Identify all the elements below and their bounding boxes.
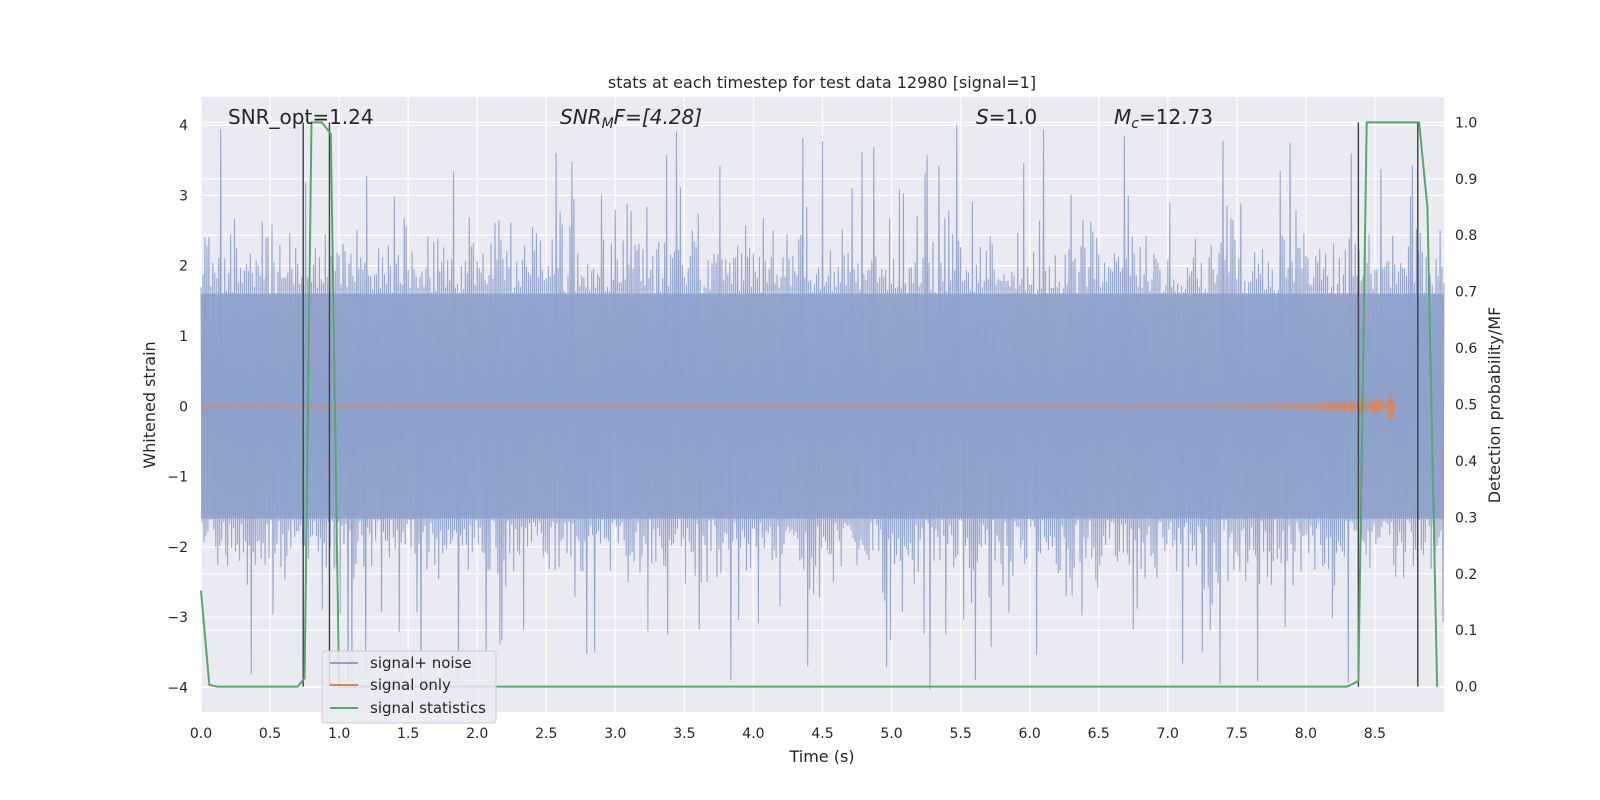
right-y-tick-label: 0.1 — [1455, 623, 1477, 639]
vertical-markers — [302, 122, 1419, 687]
annotation-mc-sub: c — [1131, 116, 1139, 132]
annotation-mc-rest: =12.73 — [1139, 105, 1213, 129]
x-tick-label: 8.0 — [1295, 726, 1317, 742]
annotation-snr-mf-sub: M — [602, 116, 614, 132]
left-y-tick-label: 1 — [179, 329, 188, 345]
legend-box — [321, 650, 497, 724]
x-tick-label: 6.5 — [1088, 726, 1110, 742]
x-tick-label: 7.5 — [1226, 726, 1248, 742]
annotation-snr-mf: SNRMF=[4.28] — [560, 105, 702, 132]
annotation-snr-mf-main: SNR — [560, 105, 602, 129]
x-tick-label: 5.0 — [880, 726, 902, 742]
right-y-tick-label: 0.0 — [1455, 680, 1477, 696]
annotation-s: S=1.0 — [976, 105, 1037, 129]
annotation-s-rest: =1.0 — [989, 105, 1038, 129]
annotation-mc: Mc=12.73 — [1114, 105, 1213, 132]
right-y-tick-label: 0.5 — [1455, 398, 1477, 414]
x-tick-label: 7.0 — [1157, 726, 1179, 742]
legend-label-signal-only: signal only — [370, 676, 451, 694]
x-tick-label: 4.5 — [811, 726, 833, 742]
left-y-axis-label: Whitened strain — [140, 341, 159, 468]
x-tick-label: 0.0 — [190, 726, 212, 742]
annotation-s-main: S — [976, 105, 989, 129]
chart-title: stats at each timestep for test data 129… — [608, 73, 1036, 92]
left-y-tick-label: 4 — [179, 118, 188, 134]
right-y-tick-label: 0.3 — [1455, 510, 1477, 526]
right-y-tick-label: 0.4 — [1455, 454, 1477, 470]
left-y-tick-labels: −4 −3 −2 −1 0 1 2 3 4 — [167, 118, 188, 696]
right-y-axis-label: Detection probability/MF — [1485, 307, 1504, 504]
right-y-tick-label: 1.0 — [1455, 115, 1477, 131]
x-tick-label: 2.5 — [535, 726, 557, 742]
right-y-tick-label: 0.6 — [1455, 341, 1477, 357]
legend-label-signal-noise: signal+ noise — [370, 654, 472, 672]
x-tick-label: 5.5 — [949, 726, 971, 742]
x-tick-label: 6.0 — [1019, 726, 1041, 742]
right-y-tick-label: 0.8 — [1455, 228, 1477, 244]
x-tick-labels: 0.0 0.5 1.0 1.5 2.0 2.5 3.0 3.5 4.0 4.5 5.0 5.5 6.0 6… — [190, 726, 1386, 742]
right-y-tick-label: 0.2 — [1455, 567, 1477, 583]
left-y-tick-label: −1 — [167, 470, 188, 486]
legend-label-signal-statistics: signal statistics — [370, 699, 486, 717]
left-y-tick-label: −3 — [167, 610, 188, 626]
series-signal-only — [201, 390, 1397, 421]
left-y-tick-label: 0 — [179, 399, 188, 415]
signal-only-trace — [201, 390, 1397, 421]
x-tick-label: 8.5 — [1364, 726, 1386, 742]
noise-trace — [200, 124, 1445, 690]
right-y-tick-label: 0.9 — [1455, 172, 1477, 188]
left-y-tick-label: −4 — [167, 680, 188, 696]
x-tick-label: 0.5 — [259, 726, 281, 742]
x-tick-label: 3.5 — [673, 726, 695, 742]
x-tick-label: 1.5 — [397, 726, 419, 742]
right-y-tick-labels: 0.0 0.1 0.2 0.3 0.4 0.5 0.6 0.7 0.8 0.9 1.0 — [1455, 115, 1477, 695]
x-tick-label: 1.0 — [328, 726, 350, 742]
annotation-snr-mf-rest: F=[4.28] — [614, 105, 702, 129]
annotation-snr-opt: SNR_opt=1.24 — [228, 105, 374, 129]
left-y-tick-label: 2 — [179, 259, 188, 275]
legend: signal+ noise signal only signal statist… — [321, 650, 497, 724]
left-y-tick-label: 3 — [179, 188, 188, 204]
x-tick-label: 3.0 — [604, 726, 626, 742]
x-tick-label: 2.0 — [466, 726, 488, 742]
right-y-tick-label: 0.7 — [1455, 285, 1477, 301]
left-y-tick-label: −2 — [167, 540, 188, 556]
x-axis-label: Time (s) — [788, 747, 854, 766]
x-tick-label: 4.0 — [742, 726, 764, 742]
annotation-mc-main: M — [1114, 105, 1131, 129]
